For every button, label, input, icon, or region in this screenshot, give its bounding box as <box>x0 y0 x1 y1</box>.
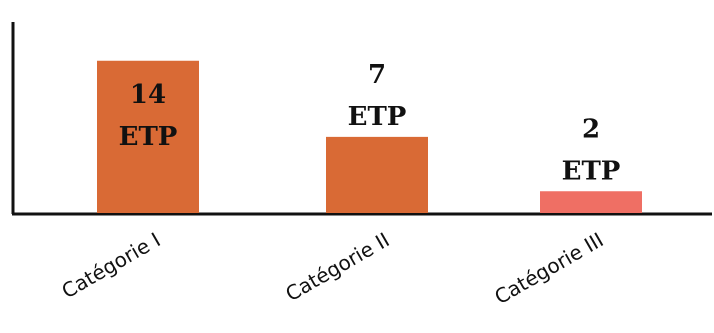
bars-group <box>97 60 642 213</box>
value-label-3: 2 <box>582 114 600 144</box>
value-unit-2: ETP <box>348 102 407 132</box>
bar-2 <box>326 136 428 213</box>
bar-1 <box>97 60 199 213</box>
value-labels-group: 14 ETP 7 ETP 2 ETP <box>119 60 621 186</box>
category-tick-1: Catégorie I <box>58 228 165 304</box>
value-label-2: 7 <box>368 60 386 90</box>
category-tick-3: Catégorie III <box>490 228 607 310</box>
value-label-1: 14 <box>130 80 166 110</box>
bar-3 <box>540 191 642 213</box>
value-unit-3: ETP <box>562 156 621 186</box>
category-tick-2: Catégorie II <box>281 228 393 307</box>
value-unit-1: ETP <box>119 122 178 152</box>
category-ticks-group: Catégorie I Catégorie II Catégorie III <box>58 228 608 310</box>
